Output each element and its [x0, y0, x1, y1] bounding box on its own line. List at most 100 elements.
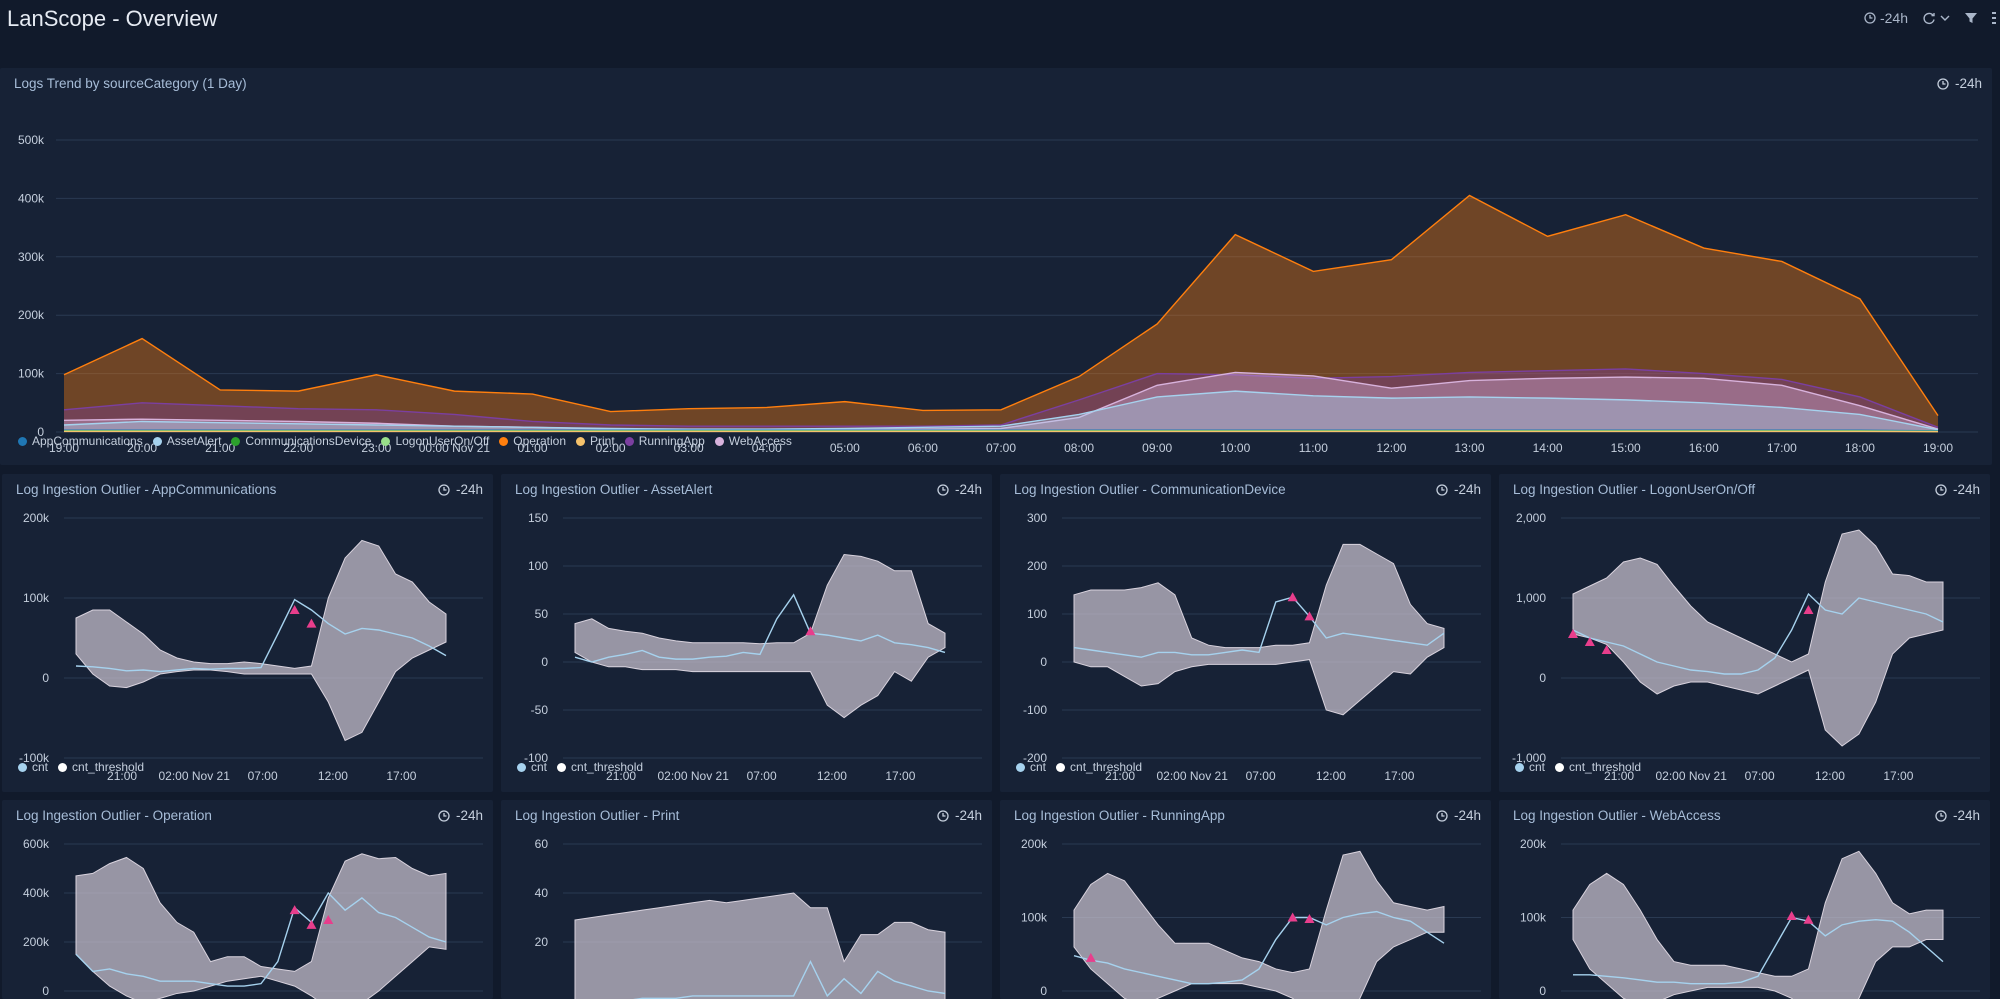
- legend-item[interactable]: cnt: [517, 760, 547, 774]
- outlier-marker[interactable]: [1085, 952, 1096, 962]
- panel-time-range[interactable]: -24h: [937, 808, 982, 823]
- legend-item[interactable]: AppCommunications: [18, 434, 143, 448]
- legend-item[interactable]: WebAccess: [714, 434, 792, 448]
- cnt-line: [75, 891, 447, 987]
- x-tick-label: 07:00: [986, 441, 1016, 455]
- trend-legend: AppCommunications AssetAlert Communication…: [18, 434, 792, 448]
- x-tick-label: 20:00: [127, 441, 157, 455]
- legend-label: cnt_threshold: [1569, 760, 1642, 774]
- legend-swatch: [576, 436, 585, 446]
- panel-time-range[interactable]: -24h: [1937, 76, 1982, 91]
- panel-time-label: -24h: [455, 808, 483, 823]
- x-tick-label: 17:00: [1384, 769, 1414, 783]
- outlier-marker[interactable]: [289, 905, 300, 915]
- panel-time-range[interactable]: -24h: [1935, 482, 1980, 497]
- y-tick-label: -100: [1023, 703, 1047, 717]
- y-tick-label: 0: [1040, 655, 1047, 669]
- y-tick-label: 60: [535, 837, 549, 851]
- legend-item[interactable]: cnt_threshold: [58, 760, 144, 774]
- legend-item[interactable]: Print: [576, 434, 615, 448]
- outlier-marker[interactable]: [1287, 592, 1298, 602]
- time-range-picker[interactable]: -24h: [1864, 10, 1908, 26]
- clock-icon: [1935, 809, 1947, 822]
- legend-label: AppCommunications: [32, 434, 143, 448]
- x-tick-label: 07:00: [248, 769, 278, 783]
- legend-label: cnt_threshold: [571, 760, 644, 774]
- legend-label: cnt_threshold: [1070, 760, 1143, 774]
- legend-item[interactable]: cnt: [1016, 760, 1046, 774]
- legend-item[interactable]: cnt_threshold: [1056, 760, 1142, 774]
- top-bar: LanScope - Overview -24h: [0, 0, 2000, 44]
- outlier-panel: Log Ingestion Outlier - WebAccess -24h 0 10…: [1499, 800, 1990, 999]
- outlier-marker[interactable]: [1584, 637, 1595, 646]
- y-tick-label: 0: [37, 425, 44, 439]
- outlier-marker[interactable]: [1803, 914, 1814, 924]
- chart-legend: cnt cnt_threshold: [517, 760, 643, 774]
- y-tick-label: 40: [535, 886, 549, 900]
- y-tick-label: 0: [42, 984, 49, 998]
- legend-label: cnt: [531, 760, 548, 774]
- threshold-band: [1572, 529, 1944, 747]
- outlier-panel: Log Ingestion Outlier - AppCommunication…: [2, 474, 493, 792]
- y-tick-label: 0: [541, 655, 548, 669]
- x-tick-label: 12:00: [1815, 769, 1845, 783]
- outlier-marker[interactable]: [805, 626, 816, 636]
- series-line: [63, 194, 1939, 417]
- filter-button[interactable]: [1964, 11, 1978, 25]
- panel-time-range[interactable]: -24h: [1436, 808, 1481, 823]
- panel-time-range[interactable]: -24h: [1436, 482, 1481, 497]
- x-tick-label: 11:00: [1299, 441, 1328, 455]
- legend-swatch: [517, 762, 526, 772]
- panel-time-range[interactable]: -24h: [937, 482, 982, 497]
- outlier-marker[interactable]: [323, 914, 334, 924]
- legend-label: RunningApp: [638, 434, 705, 448]
- cnt-line: [1073, 596, 1445, 658]
- clock-icon: [1436, 483, 1448, 496]
- legend-item[interactable]: cnt: [18, 760, 48, 774]
- x-tick-label: 05:00: [830, 441, 860, 455]
- x-tick-label: 21:00: [205, 441, 235, 455]
- y-tick-label: -100k: [19, 751, 50, 765]
- legend-item[interactable]: cnt: [1515, 760, 1545, 774]
- outlier-marker[interactable]: [1601, 645, 1612, 654]
- outlier-marker[interactable]: [1304, 913, 1315, 923]
- clock-icon: [438, 809, 450, 822]
- legend-swatch: [152, 436, 162, 446]
- refresh-button[interactable]: [1922, 11, 1950, 25]
- legend-item[interactable]: RunningApp: [624, 434, 705, 448]
- y-tick-label: 200k: [1520, 837, 1547, 851]
- legend-item[interactable]: cnt_threshold: [557, 760, 643, 774]
- x-tick-label: 15:00: [1611, 441, 1641, 455]
- x-tick-label: 04:00: [752, 441, 782, 455]
- outlier-marker[interactable]: [1568, 629, 1578, 638]
- outlier-marker[interactable]: [306, 919, 317, 929]
- cnt-line: [1572, 592, 1944, 675]
- y-tick-label: -1,000: [1512, 751, 1546, 765]
- panel-time-range[interactable]: -24h: [438, 808, 483, 823]
- legend-swatch: [1016, 762, 1025, 772]
- outlier-marker[interactable]: [1304, 611, 1315, 621]
- more-icon: [1992, 12, 1996, 24]
- more-button[interactable]: [1992, 11, 1996, 25]
- cnt-line: [1573, 916, 1944, 985]
- outlier-chart: -200 -100 0 100 200 300 21:00 02:00 Nov 21 07:00…: [1023, 511, 1481, 783]
- legend-item[interactable]: CommunicationsDevice: [231, 434, 371, 448]
- x-tick-label: 17:00: [386, 769, 416, 783]
- outlier-marker[interactable]: [289, 605, 300, 614]
- cnt-line: [632, 960, 946, 999]
- outlier-marker[interactable]: [1786, 911, 1797, 921]
- legend-item[interactable]: LogonUserOn/Off: [381, 434, 489, 448]
- outlier-marker[interactable]: [306, 618, 317, 628]
- panel-time-range[interactable]: -24h: [1935, 808, 1980, 823]
- x-tick-label: 19:00: [49, 441, 79, 455]
- legend-item[interactable]: AssetAlert: [152, 434, 221, 448]
- panel-time-range[interactable]: -24h: [438, 482, 483, 497]
- outlier-panel: Log Ingestion Outlier - Print -24h 20 40 60: [501, 800, 992, 999]
- legend-item[interactable]: Operation: [499, 434, 566, 448]
- legend-item[interactable]: cnt_threshold: [1555, 760, 1641, 774]
- panel-time-label: -24h: [455, 482, 483, 497]
- outlier-marker[interactable]: [1287, 912, 1298, 922]
- outlier-marker[interactable]: [1803, 605, 1814, 614]
- panel-title: Log Ingestion Outlier - WebAccess: [1513, 808, 1721, 823]
- x-tick-label: 13:00: [1454, 441, 1484, 455]
